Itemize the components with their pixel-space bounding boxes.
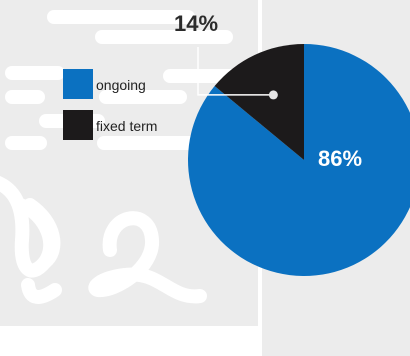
pie-slice-ongoing [188, 44, 410, 276]
legend-label-fixed-term: fixed term [96, 118, 158, 134]
legend-label-ongoing: ongoing [96, 77, 146, 93]
data-label-ongoing: 86% [318, 146, 363, 171]
data-label-fixed-term: 14% [174, 11, 219, 36]
legend-swatch-fixed-term [63, 110, 93, 140]
leader-dot-fixed-term [268, 90, 278, 100]
pie-slice-fixed-term [214, 44, 304, 160]
leader-line-fixed-term [197, 47, 274, 96]
legend-swatch-ongoing [63, 69, 93, 99]
